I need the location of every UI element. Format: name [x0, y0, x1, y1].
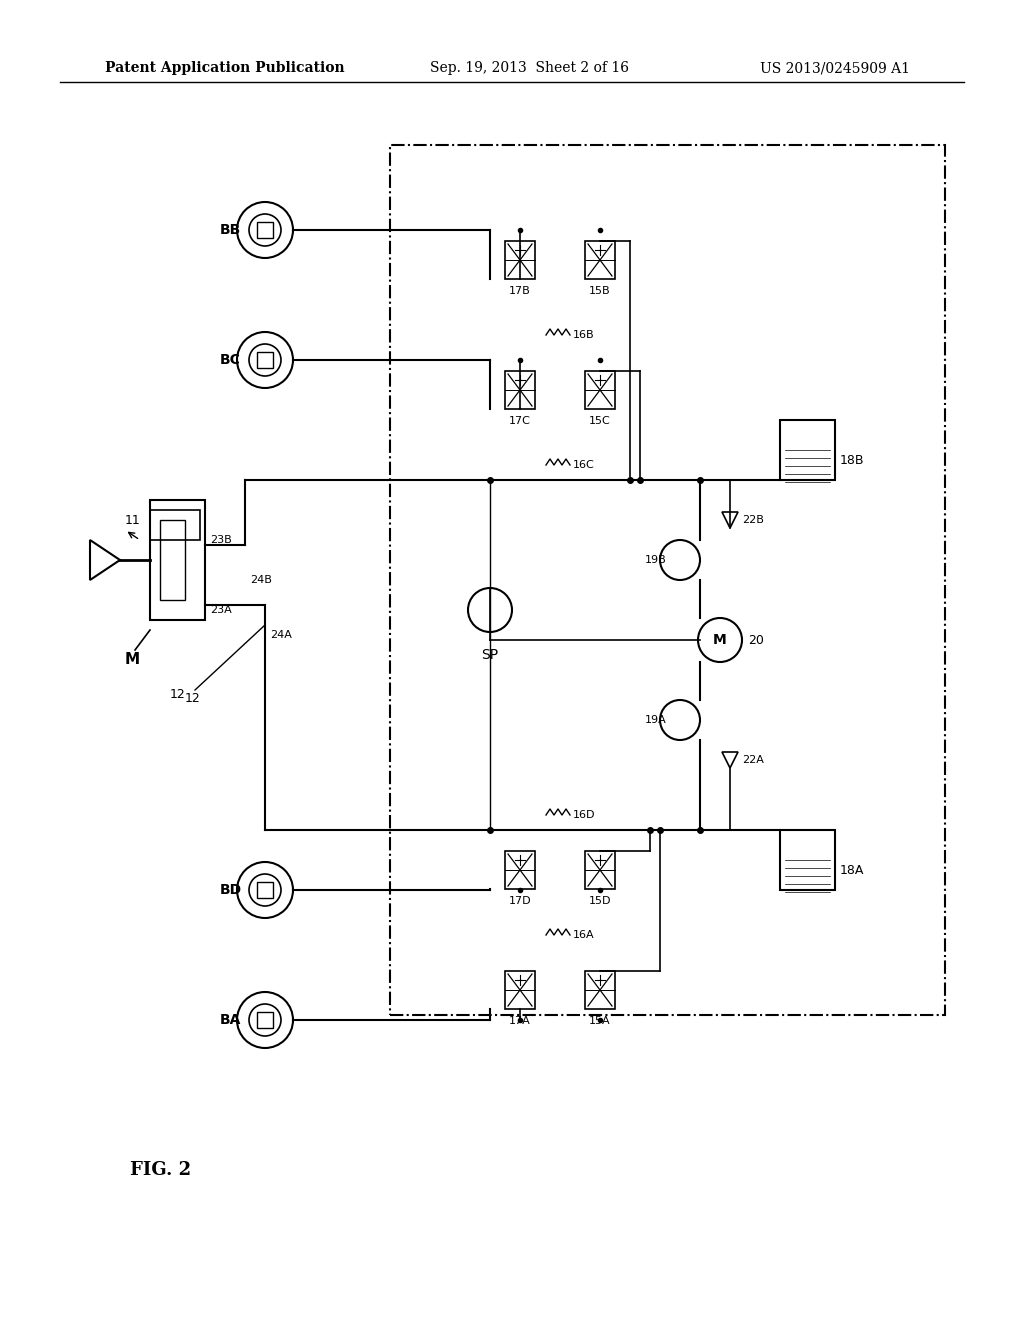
- Bar: [257, 222, 273, 238]
- Text: 23A: 23A: [210, 605, 231, 615]
- Text: 19B: 19B: [645, 554, 667, 565]
- Text: BC: BC: [220, 352, 241, 367]
- Text: 12: 12: [185, 692, 201, 705]
- Text: 16D: 16D: [573, 810, 596, 820]
- Text: 24A: 24A: [270, 630, 292, 640]
- Bar: [257, 1012, 273, 1028]
- Text: M: M: [125, 652, 140, 668]
- Text: 20: 20: [748, 634, 764, 647]
- Text: 15A: 15A: [589, 1016, 610, 1026]
- Text: BD: BD: [220, 883, 242, 898]
- Text: 15C: 15C: [589, 416, 611, 426]
- Text: 17C: 17C: [509, 416, 530, 426]
- Bar: [780, 420, 835, 480]
- Text: 17A: 17A: [509, 1016, 530, 1026]
- Bar: [257, 882, 273, 898]
- Bar: [505, 851, 535, 888]
- Bar: [150, 510, 200, 540]
- Text: US 2013/0245909 A1: US 2013/0245909 A1: [760, 61, 910, 75]
- Bar: [585, 242, 615, 279]
- Text: 16A: 16A: [573, 931, 595, 940]
- Bar: [585, 851, 615, 888]
- Text: Sep. 19, 2013  Sheet 2 of 16: Sep. 19, 2013 Sheet 2 of 16: [430, 61, 629, 75]
- Text: 17D: 17D: [509, 896, 531, 906]
- Text: 15D: 15D: [589, 896, 611, 906]
- Text: 18A: 18A: [840, 863, 864, 876]
- Text: 22A: 22A: [742, 755, 764, 766]
- Text: 22B: 22B: [742, 515, 764, 525]
- Text: 18B: 18B: [840, 454, 864, 466]
- Bar: [780, 830, 835, 890]
- Text: 15B: 15B: [589, 286, 610, 296]
- Text: Patent Application Publication: Patent Application Publication: [105, 61, 345, 75]
- Bar: [505, 371, 535, 409]
- Text: M: M: [713, 634, 727, 647]
- Text: BB: BB: [220, 223, 242, 238]
- Text: 23B: 23B: [210, 535, 231, 545]
- Bar: [160, 520, 185, 601]
- Bar: [150, 500, 205, 620]
- Bar: [505, 972, 535, 1008]
- Text: 19A: 19A: [645, 715, 667, 725]
- Text: 16B: 16B: [573, 330, 595, 341]
- Text: 11: 11: [125, 513, 140, 527]
- Text: SP: SP: [481, 648, 499, 663]
- Bar: [257, 352, 273, 368]
- Text: 12: 12: [170, 689, 185, 701]
- Bar: [505, 242, 535, 279]
- Text: BA: BA: [220, 1012, 242, 1027]
- Text: 24B: 24B: [250, 576, 272, 585]
- Bar: [585, 371, 615, 409]
- Text: 17B: 17B: [509, 286, 530, 296]
- Text: 16C: 16C: [573, 459, 595, 470]
- Text: FIG. 2: FIG. 2: [130, 1162, 191, 1179]
- Bar: [585, 972, 615, 1008]
